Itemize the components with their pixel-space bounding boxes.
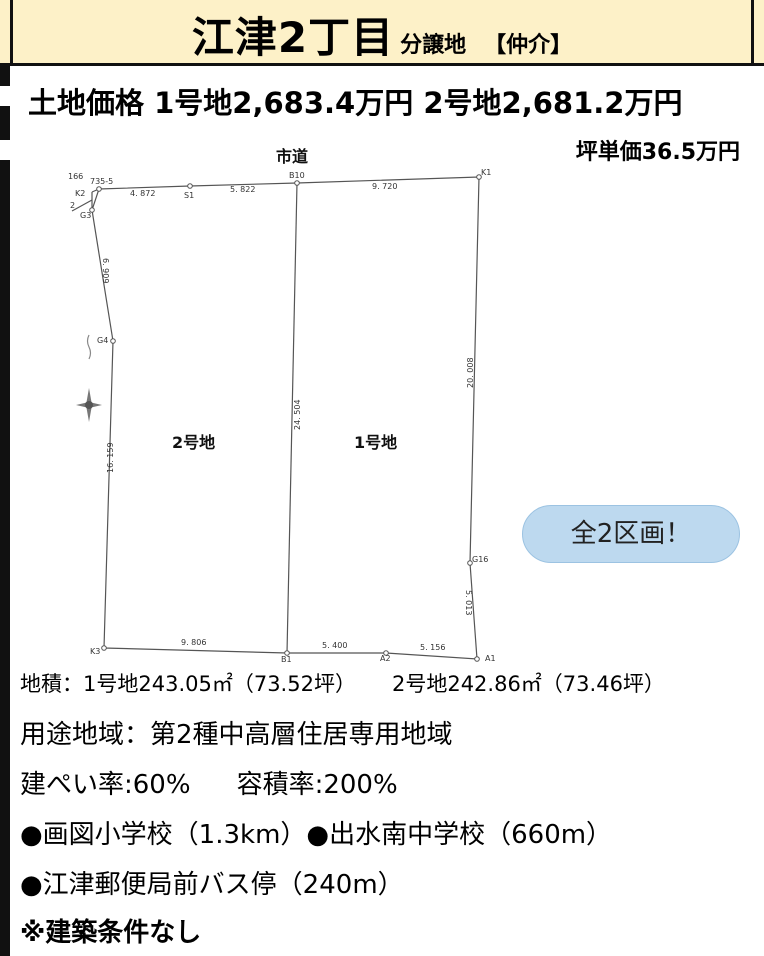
title-main: 江津2丁目 — [191, 13, 395, 62]
title-subtitle: 分譲地 — [400, 33, 467, 58]
ratio-line: 建ぺい率:60% 容積率:200% — [20, 764, 398, 801]
point-g16: G16 — [472, 555, 488, 564]
dim-bottom3: 5. 156 — [420, 643, 445, 652]
point-b1: B1 — [281, 655, 292, 664]
point-b10: B10 — [289, 171, 305, 180]
zoning-line: 用途地域：第2種中高層住居専用地域 — [20, 720, 453, 750]
dim-bottom2: 5. 400 — [322, 641, 347, 650]
bus-line: ●江津郵便局前バス停（240m） — [20, 870, 404, 900]
dim-center: 24. 504 — [293, 399, 302, 430]
point-k3: K3 — [90, 647, 100, 656]
title-tag: 【仲介】 — [484, 33, 573, 58]
dim-left-lower: 16. 159 — [106, 442, 115, 473]
point-s1: S1 — [184, 191, 194, 200]
area-line: 地積：1号地243.05㎡（73.52坪） 2号地242.86㎡（73.46坪） — [20, 668, 665, 698]
header-left-border — [10, 0, 13, 66]
unit-price: 坪単価36.5万円 — [575, 140, 740, 165]
floor-area-ratio: 容積率:200% — [236, 770, 398, 800]
left-border-mark — [0, 86, 10, 106]
price-lot2: 2号地2,681.2万円 — [423, 86, 683, 120]
lot-boundaries — [71, 176, 480, 660]
dim-bottom1: 9. 806 — [181, 638, 206, 647]
area-lot2: 2号地242.86㎡（73.46坪） — [391, 672, 665, 696]
header-right-border — [751, 0, 754, 66]
point-a1: A1 — [485, 654, 496, 663]
header-title: 江津2丁目 分譲地 【仲介】 — [0, 4, 764, 65]
price-label: 土地価格 — [28, 86, 145, 120]
site-plan: 市道 2号地 1号地 K1 K2 G3 G4 G16 K3 B10 B1 S1 … — [68, 147, 496, 664]
point-k1: K1 — [481, 168, 491, 177]
coverage-ratio: 建ぺい率:60% — [20, 770, 191, 800]
point-g4: G4 — [97, 336, 108, 345]
dim-top1: 4. 872 — [130, 189, 155, 198]
left-border-mark — [0, 140, 10, 160]
dim-top3: 9. 720 — [372, 182, 397, 191]
price-line: 土地価格 1号地2,683.4万円 2号地2,681.2万円 — [28, 80, 682, 122]
building-condition-note: ※建築条件なし — [20, 918, 202, 948]
lot2-label: 2号地 — [172, 433, 215, 452]
dim-right-upper: 20. 008 — [466, 357, 475, 388]
road-label: 市道 — [276, 147, 308, 166]
dim-top2: 5. 822 — [230, 185, 255, 194]
elementary-school: ●画図小学校（1.3km） — [20, 820, 307, 850]
point-a2: A2 — [380, 654, 391, 663]
dim-735: 735-5 — [90, 177, 113, 186]
dim-right-lower: 5. 013 — [464, 590, 473, 615]
point-k2: K2 — [75, 189, 85, 198]
survey-points — [89, 174, 482, 662]
point-g3: G3 — [80, 211, 91, 220]
junior-high-school: ●出水南中学校（660m） — [306, 820, 613, 850]
header-banner: 江津2丁目 分譲地 【仲介】 — [0, 0, 764, 66]
dim-2: 2 — [70, 201, 75, 210]
school-line: ●画図小学校（1.3km）●出水南中学校（660m） — [20, 814, 612, 851]
lot-count-badge: 全2区画！ — [522, 505, 740, 563]
price-lot1: 1号地2,683.4万円 — [154, 86, 414, 120]
left-border — [0, 66, 10, 956]
dim-left-upper: 6. 909 — [101, 258, 110, 283]
lot1-label: 1号地 — [354, 433, 397, 452]
dim-166: 166 — [68, 172, 83, 181]
compass-icon — [76, 334, 102, 422]
area-lot1: 地積：1号地243.05㎡（73.52坪） — [20, 672, 356, 696]
